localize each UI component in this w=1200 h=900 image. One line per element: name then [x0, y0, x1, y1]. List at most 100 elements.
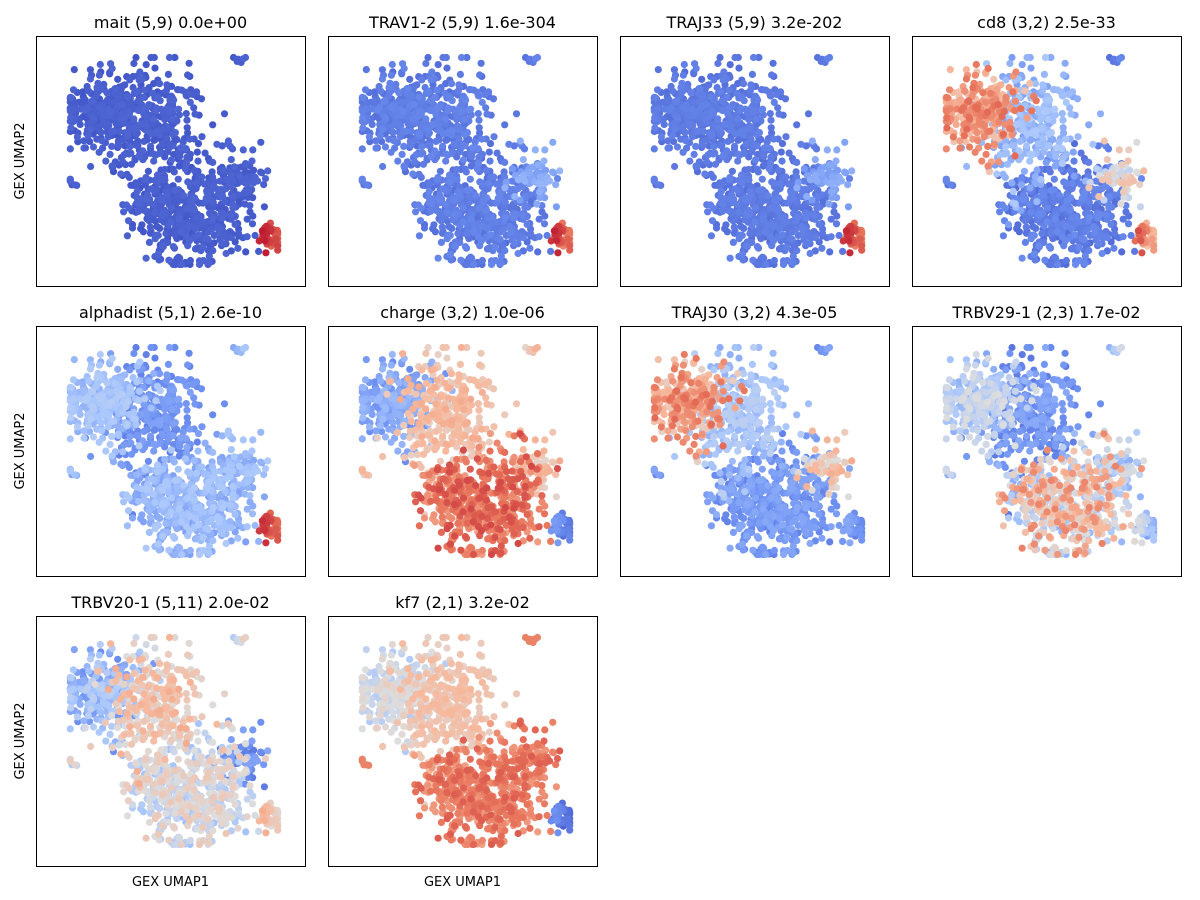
- data-point: [793, 121, 801, 129]
- data-point: [467, 105, 475, 113]
- data-point: [717, 141, 725, 150]
- data-point: [942, 145, 950, 153]
- data-point: [174, 175, 182, 183]
- data-point: [783, 243, 791, 251]
- data-point: [724, 137, 732, 145]
- data-point: [147, 343, 155, 352]
- data-point: [114, 75, 122, 83]
- data-point: [827, 188, 836, 196]
- data-point: [1119, 233, 1127, 241]
- data-point: [987, 89, 995, 98]
- data-point: [1131, 247, 1139, 255]
- data-point: [686, 157, 694, 165]
- data-point: [378, 75, 386, 83]
- data-point: [692, 64, 700, 73]
- data-point: [535, 188, 544, 196]
- data-point: [1058, 159, 1066, 167]
- data-point: [526, 244, 534, 252]
- data-point: [1137, 237, 1145, 245]
- data-point: [1125, 146, 1133, 154]
- data-point: [789, 252, 797, 260]
- data-point: [381, 115, 390, 123]
- data-point: [463, 53, 471, 62]
- data-point: [844, 181, 852, 189]
- data-point: [86, 75, 94, 83]
- data-point: [368, 120, 376, 129]
- data-point: [198, 173, 206, 181]
- data-point: [712, 224, 721, 232]
- data-point: [159, 210, 167, 218]
- data-point: [446, 178, 454, 186]
- data-point: [1059, 124, 1067, 132]
- data-point: [103, 89, 111, 97]
- data-point: [1072, 213, 1080, 221]
- data-point: [651, 124, 659, 132]
- data-point: [167, 218, 175, 226]
- data-point: [1000, 107, 1008, 116]
- data-point: [164, 70, 172, 78]
- data-point: [1017, 181, 1025, 189]
- data-point: [965, 97, 973, 105]
- data-point: [80, 144, 88, 152]
- data-point: [226, 182, 234, 190]
- data-point: [1071, 260, 1080, 269]
- data-point: [806, 249, 814, 258]
- data-point: [415, 130, 423, 138]
- data-point: [234, 244, 242, 252]
- data-point: [169, 142, 177, 150]
- data-point: [135, 200, 143, 208]
- data-point: [67, 124, 75, 132]
- data-point: [692, 162, 700, 170]
- data-point: [95, 148, 103, 156]
- data-point: [152, 107, 160, 115]
- data-point: [165, 108, 173, 116]
- data-point: [1049, 193, 1057, 201]
- data-point: [69, 86, 78, 94]
- data-point: [448, 97, 456, 105]
- data-point: [1012, 68, 1020, 76]
- data-point: [106, 150, 114, 158]
- data-point: [443, 235, 451, 243]
- data-point: [566, 242, 574, 250]
- data-point: [425, 88, 433, 96]
- data-point: [1032, 224, 1040, 232]
- data-point: [825, 200, 833, 208]
- data-point: [698, 140, 706, 148]
- data-point: [1038, 229, 1046, 238]
- data-point: [982, 150, 990, 158]
- data-point: [171, 53, 179, 62]
- data-point: [1085, 121, 1093, 129]
- data-point: [171, 260, 179, 269]
- data-point: [952, 120, 960, 129]
- data-point: [707, 130, 716, 138]
- data-point: [143, 196, 151, 204]
- data-point: [117, 85, 125, 93]
- data-point: [167, 156, 175, 164]
- data-point: [958, 106, 966, 114]
- data-point: [176, 254, 184, 262]
- data-point: [115, 91, 123, 99]
- data-point: [1115, 55, 1124, 63]
- data-point: [420, 224, 429, 232]
- data-point: [995, 158, 1003, 166]
- data-point: [404, 85, 412, 93]
- data-point: [1089, 224, 1097, 232]
- data-point: [142, 351, 150, 359]
- data-point: [994, 100, 1003, 109]
- data-point: [474, 159, 482, 167]
- data-point: [518, 211, 527, 219]
- data-point: [475, 92, 483, 100]
- data-point: [381, 97, 389, 105]
- data-point: [460, 115, 468, 123]
- data-point: [1047, 186, 1055, 195]
- data-point: [379, 162, 387, 171]
- data-point: [1133, 138, 1141, 146]
- data-point: [183, 92, 191, 100]
- data-point: [439, 142, 447, 150]
- data-point: [98, 137, 106, 145]
- data-point: [390, 137, 398, 145]
- data-point: [534, 248, 542, 256]
- data-point: [1061, 59, 1069, 67]
- data-point: [185, 59, 193, 67]
- data-point: [140, 206, 148, 214]
